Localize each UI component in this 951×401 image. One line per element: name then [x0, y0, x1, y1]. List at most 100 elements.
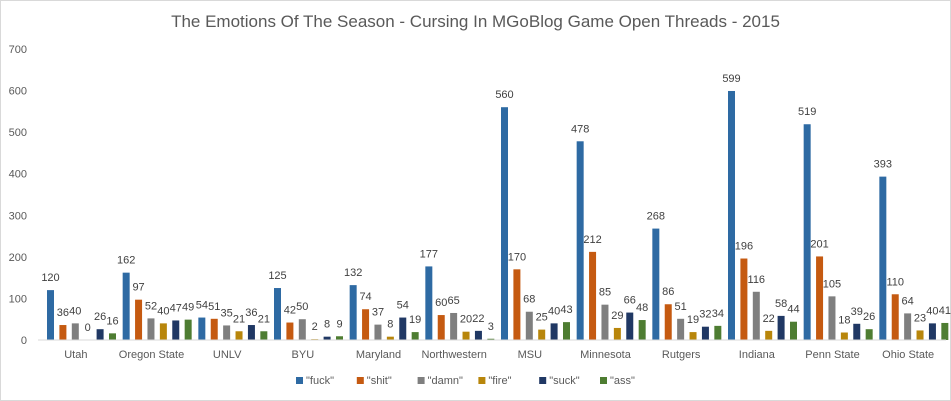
data-label: 560 [495, 89, 513, 101]
data-label: 212 [583, 234, 601, 246]
legend-swatch [539, 377, 547, 384]
data-label: 54 [397, 300, 409, 312]
bar [563, 322, 570, 340]
bar [135, 299, 143, 340]
data-label: 47 [170, 302, 182, 314]
x-tick-label: Utah [64, 349, 87, 361]
data-label: 393 [874, 159, 892, 171]
data-label: 39 [851, 306, 863, 318]
bar [840, 332, 848, 340]
data-label: 41 [939, 305, 951, 317]
bar [336, 336, 343, 340]
bar [223, 325, 231, 340]
data-label: 177 [420, 248, 438, 260]
data-label: 64 [902, 295, 914, 307]
x-tick-label: MSU [518, 349, 543, 361]
data-label: 34 [712, 308, 724, 320]
data-label: 23 [914, 312, 926, 324]
data-label: 42 [284, 305, 296, 317]
bar [399, 317, 407, 340]
bar [501, 107, 508, 340]
x-tick-label: Penn State [805, 349, 859, 361]
chart-title: The Emotions Of The Season - Cursing In … [171, 12, 780, 31]
data-label: 66 [624, 295, 636, 307]
data-label: 60 [435, 297, 447, 309]
bar [298, 319, 306, 340]
data-label: 26 [863, 311, 875, 323]
data-label: 52 [145, 300, 157, 312]
bar [247, 325, 255, 340]
x-tick-label: Rutgers [662, 349, 701, 361]
bar [941, 322, 949, 340]
data-label: 40 [157, 305, 169, 317]
bar [752, 291, 760, 340]
data-label: 36 [57, 307, 69, 319]
bar [59, 325, 67, 340]
bar [728, 90, 735, 340]
data-label: 170 [508, 251, 526, 263]
bar [71, 323, 79, 340]
legend-swatch [600, 377, 607, 384]
bar [450, 312, 458, 340]
y-tick-label: 300 [9, 210, 27, 222]
data-label: 54 [196, 300, 208, 312]
bar [740, 258, 748, 340]
data-label: 132 [344, 267, 362, 279]
y-tick-label: 400 [9, 169, 27, 181]
bar [765, 330, 773, 340]
y-tick-label: 700 [9, 44, 27, 56]
data-label: 599 [722, 73, 740, 85]
legend-label: "fire" [488, 375, 511, 387]
data-label: 120 [41, 272, 59, 284]
bar [122, 272, 130, 340]
data-label: 0 [85, 322, 91, 334]
legend-swatch [478, 377, 486, 384]
bar [147, 318, 155, 340]
bar [437, 315, 445, 340]
bar [323, 336, 331, 340]
bar [274, 288, 281, 340]
data-label: 50 [296, 301, 308, 313]
y-tick-label: 100 [9, 293, 27, 305]
legend-label: "shit" [367, 375, 392, 387]
bar [47, 290, 54, 340]
data-label: 110 [886, 276, 904, 288]
data-label: 65 [448, 295, 460, 307]
legend-swatch [296, 377, 303, 384]
data-label: 105 [823, 278, 841, 290]
data-label: 51 [208, 301, 220, 313]
bar [425, 266, 433, 340]
data-label: 2 [312, 321, 318, 333]
data-label: 19 [687, 314, 699, 326]
bar [790, 321, 797, 340]
data-label: 162 [117, 255, 135, 267]
bar [701, 326, 709, 340]
data-label: 86 [662, 286, 674, 298]
y-tick-label: 600 [9, 86, 27, 98]
bar [525, 311, 533, 340]
data-label: 29 [611, 310, 623, 322]
bar [513, 269, 521, 340]
bar [487, 338, 495, 340]
data-label: 43 [560, 304, 572, 316]
bar [664, 304, 672, 340]
x-axis: Utah Oregon State UNLV BYU Maryland Northwest… [38, 339, 946, 361]
bar [677, 318, 685, 340]
bar [803, 124, 811, 340]
data-label: 125 [268, 270, 286, 282]
bar [184, 319, 192, 340]
bar [96, 329, 104, 340]
bar [626, 312, 634, 340]
data-label: 22 [763, 313, 775, 325]
bar [462, 331, 470, 340]
legend-label: "suck" [549, 375, 580, 387]
bar [349, 285, 357, 340]
bar [362, 309, 370, 340]
data-label: 44 [787, 304, 799, 316]
data-label: 22 [472, 313, 484, 325]
legend-swatch [356, 377, 364, 384]
legend-swatch [417, 377, 425, 384]
data-label: 97 [132, 282, 144, 294]
bar [260, 331, 268, 340]
legend-label: "damn" [428, 375, 463, 387]
